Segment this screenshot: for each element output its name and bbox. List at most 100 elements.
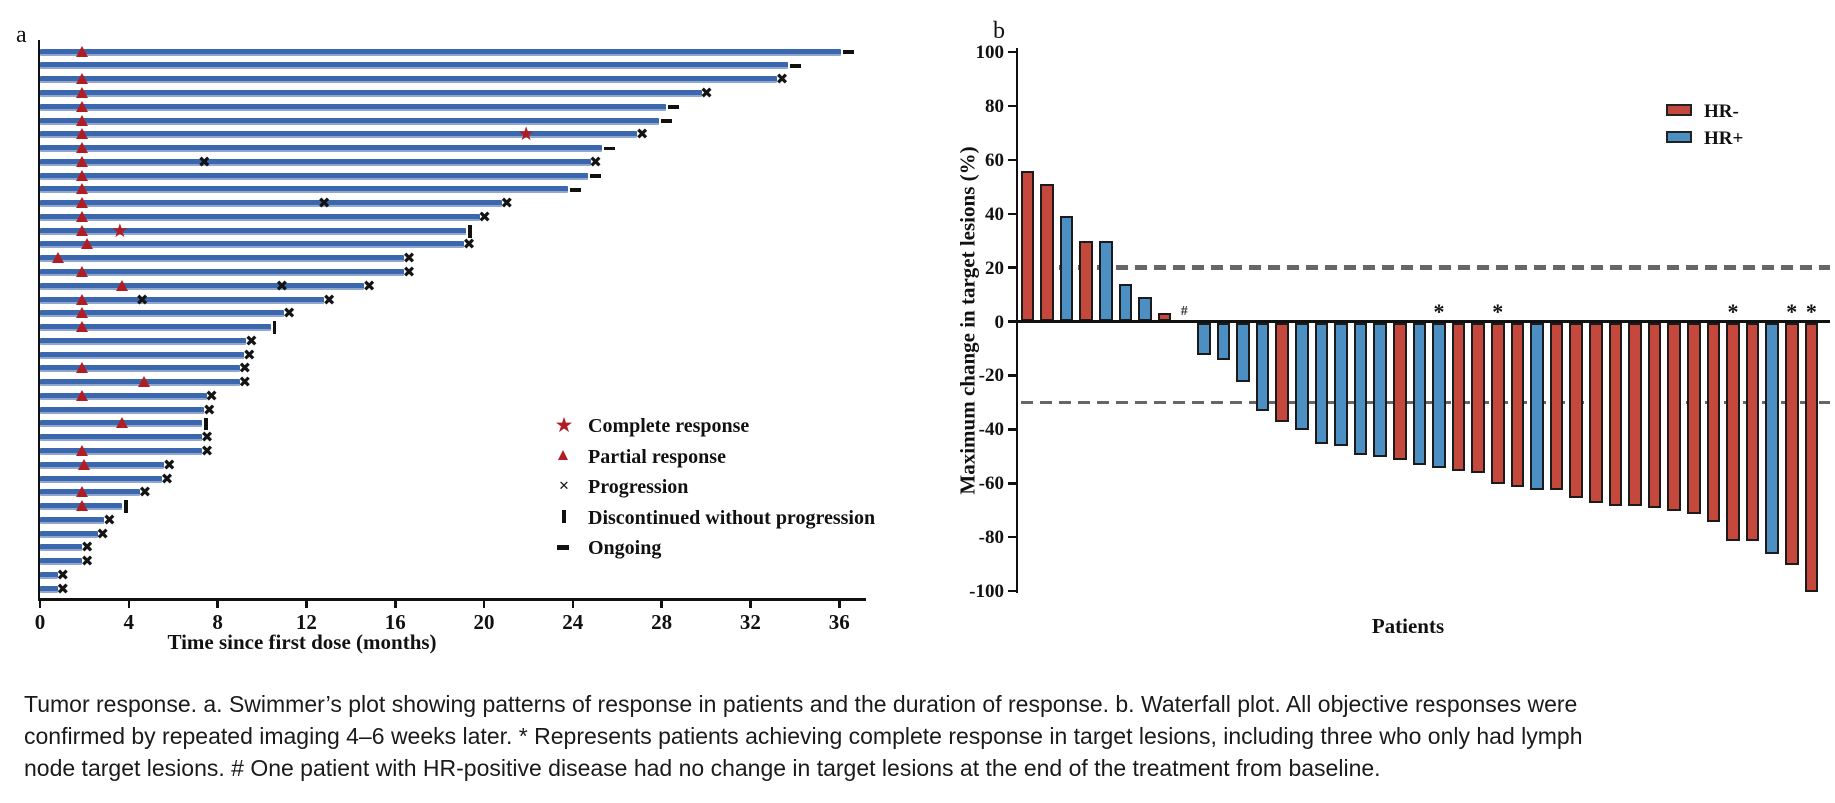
waterfall-legend: HR- HR+ — [0, 0, 1835, 300]
swimmer-x-tick-label: 16 — [384, 610, 406, 634]
partial-response-marker — [116, 279, 129, 291]
waterfall-bar — [1353, 322, 1368, 455]
swimmer-x-axis-line — [37, 598, 866, 601]
progression-end-marker: ✖ — [96, 524, 109, 543]
swimmer-bar — [40, 76, 778, 84]
waterfall-legend-label: HR+ — [1704, 128, 1744, 149]
swimmer-bar — [40, 544, 83, 552]
discontinued-end-marker — [468, 225, 472, 238]
waterfall-bar — [1628, 322, 1642, 506]
waterfall-y-tick — [1007, 374, 1016, 377]
waterfall-bar — [1608, 322, 1623, 506]
progression-end-marker: ✖ — [80, 552, 94, 571]
ongoing-end-marker — [843, 50, 855, 54]
swimmer-bar — [40, 489, 140, 497]
progression-end-marker: ✖ — [205, 386, 218, 405]
partial-response-marker — [138, 376, 151, 388]
progression-marker: ✖ — [317, 194, 331, 213]
swimmer-bar — [40, 392, 207, 400]
partial-response-marker — [76, 266, 89, 278]
swimmer-bar — [40, 48, 842, 56]
ongoing-end-marker — [668, 105, 680, 109]
swimmer-bar — [40, 296, 325, 304]
complete-response-marker: ★ — [517, 123, 535, 146]
waterfall-legend-label: HR- — [1704, 101, 1739, 122]
swimmer-bar — [40, 186, 569, 194]
progression-end-marker: ✖ — [103, 510, 116, 529]
swimmer-legend-label: Partial response — [588, 445, 726, 468]
swimmer-x-tick — [749, 600, 752, 608]
progression-end-marker: ✖ — [56, 565, 70, 584]
waterfall-xaxis-title: Patients — [1371, 614, 1445, 638]
waterfall-y-tick — [1007, 535, 1016, 539]
waterfall-bar — [1569, 322, 1583, 498]
partial-response-marker — [116, 417, 129, 429]
swimmer-bar — [40, 516, 105, 524]
swimmer-x-tick — [571, 600, 575, 608]
swimmer-bar — [40, 213, 480, 221]
partial-response-marker — [76, 73, 89, 85]
swimmer-bar — [40, 365, 240, 373]
progression-x-icon: ✕ — [558, 478, 570, 494]
waterfall-bar — [1510, 322, 1525, 487]
progression-marker: ✖ — [135, 290, 149, 309]
swimmer-bar — [40, 227, 467, 235]
discontinued-end-marker — [204, 417, 208, 431]
swimmer-y-axis-line — [37, 40, 40, 598]
waterfall-y-tick — [1007, 428, 1016, 431]
swimmer-bar — [40, 434, 203, 442]
partial-response-marker — [78, 458, 91, 470]
waterfall-bar — [1236, 322, 1250, 382]
progression-marker: ✖ — [197, 152, 211, 171]
waterfall-bar — [1647, 322, 1662, 509]
waterfall-y-tick-label: 60 — [985, 149, 1004, 171]
swimmer-xaxis-title: Time since first dose (months) — [167, 630, 437, 654]
progression-end-marker: ✖ — [80, 538, 94, 557]
progression-end-marker: ✖ — [500, 194, 514, 213]
waterfall-bar — [1549, 322, 1564, 490]
progression-end-marker: ✖ — [635, 125, 649, 144]
swimmer-x-tick — [38, 600, 42, 608]
panel-a-label: a — [16, 22, 27, 48]
swimmer-x-tick — [127, 600, 131, 608]
partial-response-marker — [76, 224, 89, 236]
waterfall-y-tick-label: 0 — [994, 311, 1005, 333]
swimmer-bar — [40, 351, 245, 359]
swimmer-x-tick-label: 8 — [212, 610, 223, 634]
progression-end-marker: ✖ — [589, 152, 602, 171]
waterfall-y-tick — [1007, 158, 1016, 162]
waterfall-bar — [1471, 322, 1485, 474]
swimmer-bar — [40, 448, 203, 456]
partial-response-marker — [76, 155, 89, 167]
waterfall-bar — [1745, 322, 1760, 541]
progression-end-marker: ✖ — [163, 455, 176, 474]
waterfall-y-tick — [1007, 212, 1016, 215]
waterfall-y-tick — [1007, 50, 1016, 54]
ongoing-end-marker — [570, 188, 582, 192]
waterfall-y-tick-label: -100 — [969, 581, 1004, 602]
waterfall-bar — [1765, 322, 1779, 555]
caption-line-1: Tumor response. a. Swimmer’s plot showin… — [24, 691, 1578, 717]
waterfall-legend-swatch-hr+ — [1666, 131, 1692, 143]
swimmer-bar — [40, 585, 58, 593]
progression-end-marker: ✖ — [245, 331, 258, 350]
swimmer-legend-label: Progression — [588, 476, 689, 498]
progression-end-marker: ✖ — [775, 70, 789, 89]
swimmer-bar — [40, 475, 163, 483]
partial-response-marker — [76, 128, 89, 140]
swimmer-x-tick-label: 36 — [828, 610, 850, 634]
progression-marker: ✖ — [275, 276, 289, 295]
swimmer-bar — [40, 90, 702, 97]
waterfall-bar — [1451, 322, 1466, 471]
reference-line-20 — [1021, 265, 1830, 271]
swimmer-x-tick-label: 12 — [295, 610, 317, 634]
waterfall-y-tick-label: 40 — [985, 203, 1004, 225]
swimmer-bar — [40, 461, 165, 469]
progression-end-marker: ✖ — [160, 469, 174, 488]
waterfall-bar — [1432, 322, 1446, 469]
progression-end-marker: ✖ — [362, 276, 376, 295]
waterfall-bar — [1197, 322, 1211, 355]
waterfall-bar — [1726, 322, 1740, 541]
ongoing-end-marker — [661, 119, 673, 123]
swimmer-bar — [40, 62, 789, 70]
